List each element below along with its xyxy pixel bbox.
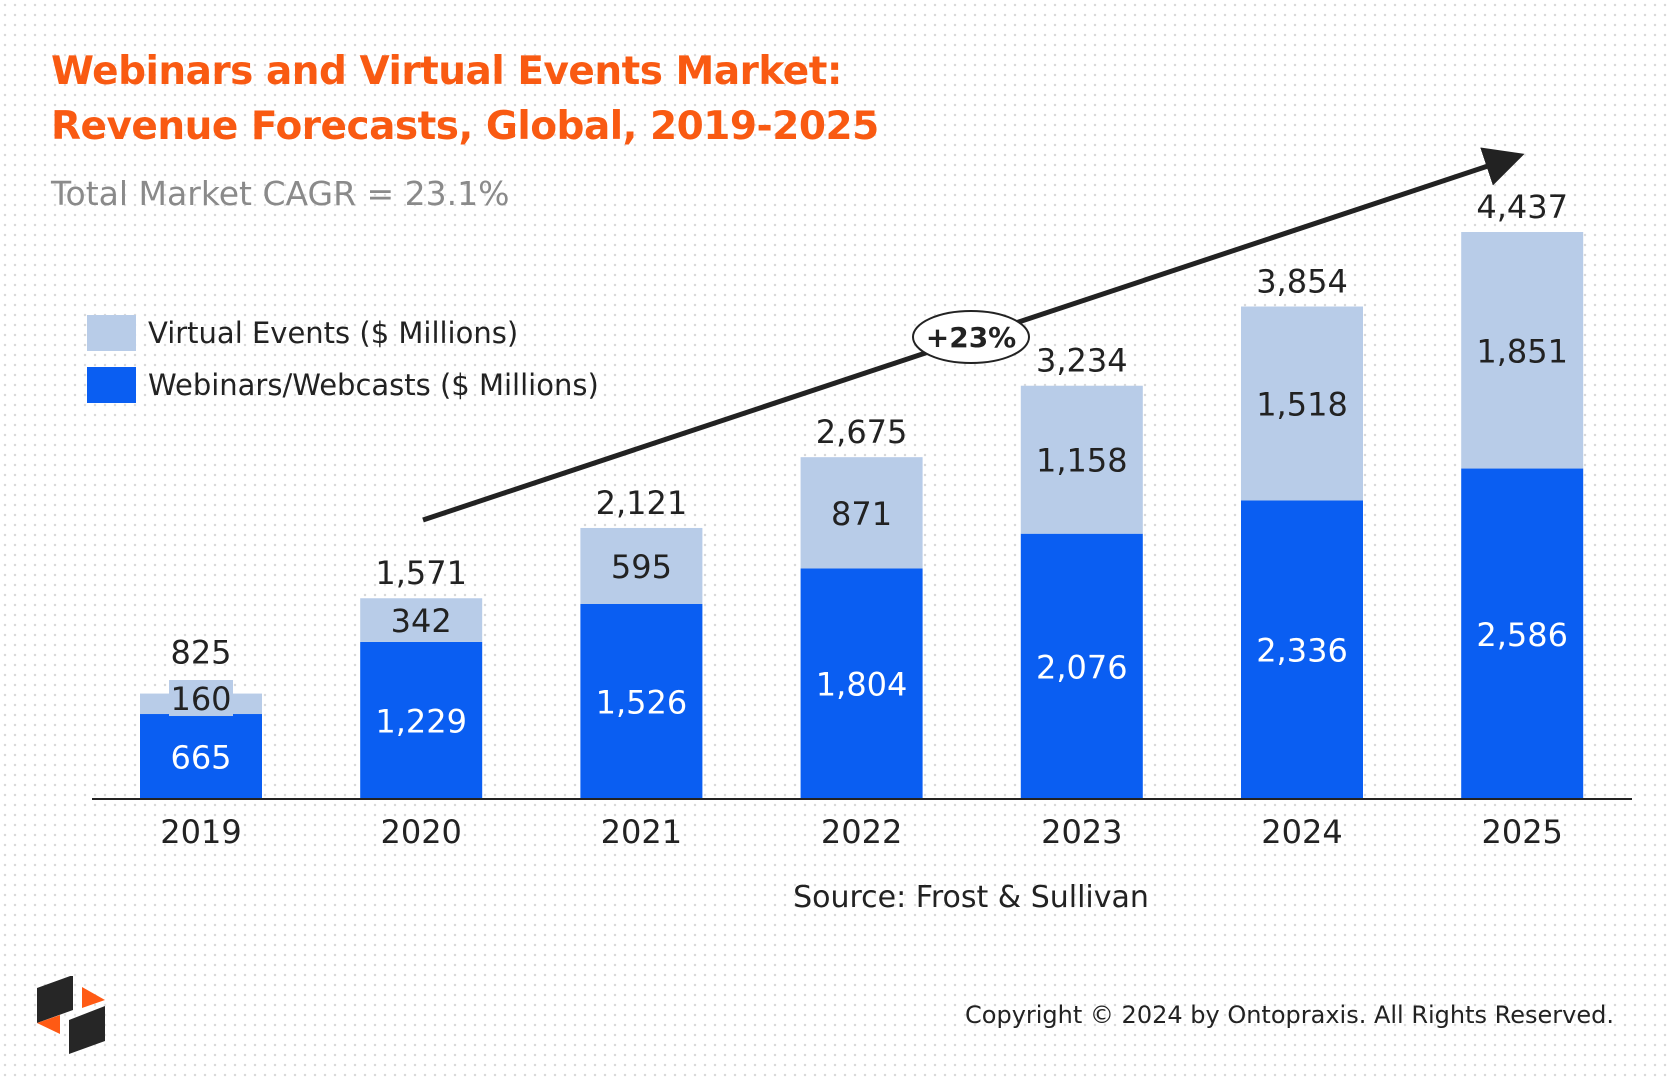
label-total-2019: 825 <box>170 634 231 672</box>
bar-virtual-2025 <box>1461 232 1584 469</box>
label-virtual-2021: 595 <box>611 548 672 586</box>
label-virtual-2022: 871 <box>831 495 892 533</box>
x-tick-2023: 2023 <box>1041 813 1122 851</box>
label-webinars-2023: 2,076 <box>1036 648 1128 686</box>
growth-annotation: +23% <box>926 321 1016 354</box>
bar-virtual-2022 <box>800 457 923 569</box>
cagr-subtitle: Total Market CAGR = 23.1% <box>51 174 510 213</box>
x-tick-2019: 2019 <box>160 813 241 851</box>
bar-webinars-2025 <box>1461 468 1584 799</box>
legend: Virtual Events ($ Millions) Webinars/Web… <box>87 307 599 411</box>
title-line-1: Webinars and Virtual Events Market: <box>51 49 842 94</box>
label-webinars-2021: 1,526 <box>596 683 688 721</box>
x-tick-2022: 2022 <box>821 813 902 851</box>
legend-item-webinars: Webinars/Webcasts ($ Millions) <box>87 359 599 411</box>
bar-webinars-2023 <box>1020 533 1143 799</box>
label-webinars-2025: 2,586 <box>1476 616 1568 654</box>
legend-item-virtual: Virtual Events ($ Millions) <box>87 307 599 359</box>
bar-virtual-2021 <box>580 527 703 604</box>
label-virtual-2024: 1,518 <box>1256 385 1348 423</box>
legend-swatch-webinars <box>87 367 136 403</box>
label-total-2020: 1,571 <box>375 554 467 592</box>
legend-swatch-virtual <box>87 315 136 351</box>
ontopraxis-logo <box>37 976 105 1054</box>
legend-label: Virtual Events ($ Millions) <box>148 316 519 350</box>
x-tick-2020: 2020 <box>380 813 461 851</box>
label-total-2024: 3,854 <box>1256 263 1348 301</box>
title-line-2: Revenue Forecasts, Global, 2019-2025 <box>51 104 879 149</box>
bar-virtual-2020 <box>360 598 483 642</box>
chart-title: Webinars and Virtual Events Market: Reve… <box>51 44 879 154</box>
bar-virtual-2023 <box>1020 385 1143 534</box>
legend-label: Webinars/Webcasts ($ Millions) <box>148 368 599 402</box>
label-total-2023: 3,234 <box>1036 342 1128 380</box>
label-webinars-2020: 1,229 <box>375 702 467 740</box>
label-total-2022: 2,675 <box>816 413 908 451</box>
label-webinars-2024: 2,336 <box>1256 632 1348 670</box>
label-total-2025: 4,437 <box>1476 188 1568 226</box>
source-note: Source: Frost & Sullivan <box>793 880 1149 915</box>
label-webinars-2022: 1,804 <box>816 666 908 704</box>
label-bg-virtual-2019 <box>169 680 233 717</box>
bar-webinars-2022 <box>800 568 923 799</box>
bar-webinars-2021 <box>580 603 703 799</box>
x-tick-2021: 2021 <box>601 813 682 851</box>
growth-ellipse <box>912 310 1030 364</box>
label-webinars-2019: 665 <box>170 739 231 777</box>
copyright: Copyright © 2024 by Ontopraxis. All Righ… <box>965 1001 1614 1029</box>
label-virtual-2020: 342 <box>391 602 452 640</box>
label-virtual-2025: 1,851 <box>1476 332 1568 370</box>
bar-webinars-2024 <box>1241 500 1363 799</box>
x-tick-2025: 2025 <box>1481 813 1562 851</box>
bar-virtual-2024 <box>1241 306 1363 501</box>
label-virtual-2023: 1,158 <box>1036 442 1128 480</box>
label-total-2021: 2,121 <box>596 484 688 522</box>
bar-webinars-2019 <box>140 714 262 799</box>
bar-webinars-2020 <box>360 641 483 799</box>
label-virtual-2019: 160 <box>170 680 231 718</box>
x-tick-2024: 2024 <box>1261 813 1342 851</box>
